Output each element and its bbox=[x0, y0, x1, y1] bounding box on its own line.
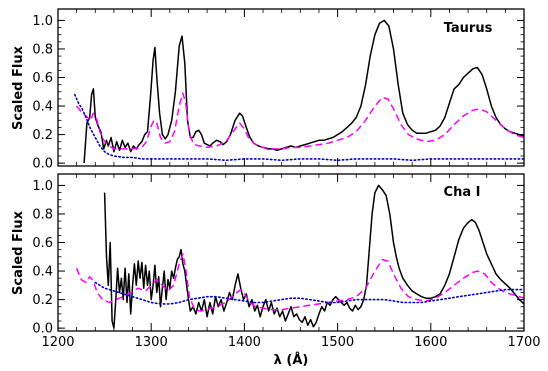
ticks-taurus: 0.0 0.2 0.4 0.6 0.8 1.0 bbox=[32, 9, 525, 172]
x-tick-label: 1500 bbox=[321, 335, 354, 350]
series-dotted-line-cha-i bbox=[94, 281, 525, 305]
plot-frame-cha-i bbox=[57, 173, 525, 332]
y-tick-label: 0.0 bbox=[32, 322, 53, 337]
y-tick-label: 0.2 bbox=[32, 293, 53, 308]
plot-frame-taurus bbox=[57, 8, 525, 167]
y-axis-label-cha-i: Scaled Flux bbox=[11, 210, 26, 295]
series-solid-line-cha-i bbox=[103, 184, 525, 329]
x-tick-label: 1200 bbox=[41, 335, 74, 350]
y-tick-label: 1.0 bbox=[32, 179, 53, 194]
y-tick-label: 0.6 bbox=[32, 236, 53, 251]
panel-label-taurus: Taurus bbox=[444, 21, 493, 36]
series-dashed-line-taurus bbox=[76, 92, 525, 150]
x-tick-label: 1300 bbox=[135, 335, 168, 350]
y-tick-label: 0.6 bbox=[32, 71, 53, 86]
x-tick-label: 1400 bbox=[228, 335, 261, 350]
series-dashed-line-cha-i bbox=[75, 253, 525, 312]
series-solid-line-taurus bbox=[83, 19, 525, 164]
y-tick-label: 1.0 bbox=[32, 14, 53, 29]
panel-taurus: 0.0 0.2 0.4 0.6 0.8 1.0 Taurus Scaled Flux bbox=[11, 8, 525, 172]
y-tick-label: 0.8 bbox=[32, 207, 53, 222]
x-tick-labels: 1200 1300 1400 1500 1600 1700 bbox=[41, 335, 540, 350]
series-dotted-line-taurus bbox=[74, 93, 525, 162]
y-tick-label: 0.4 bbox=[32, 100, 53, 115]
series-layer-cha-i bbox=[75, 184, 525, 329]
x-tick-label: 1600 bbox=[414, 335, 447, 350]
panel-label-cha-i: Cha I bbox=[444, 185, 481, 200]
y-tick-label: 0.4 bbox=[32, 265, 53, 280]
x-axis-label: λ (Å) bbox=[274, 352, 309, 368]
y-axis-label-taurus: Scaled Flux bbox=[11, 45, 26, 130]
y-tick-label: 0.8 bbox=[32, 42, 53, 57]
panel-cha-i: 0.0 0.2 0.4 0.6 0.8 1.0 Cha I Scaled Flux bbox=[11, 173, 525, 337]
y-tick-label: 0.0 bbox=[32, 157, 53, 172]
series-layer-taurus bbox=[74, 19, 525, 164]
y-tick-label: 0.2 bbox=[32, 128, 53, 143]
x-tick-label: 1700 bbox=[507, 335, 540, 350]
ticks-cha-i: 0.0 0.2 0.4 0.6 0.8 1.0 bbox=[32, 174, 525, 337]
